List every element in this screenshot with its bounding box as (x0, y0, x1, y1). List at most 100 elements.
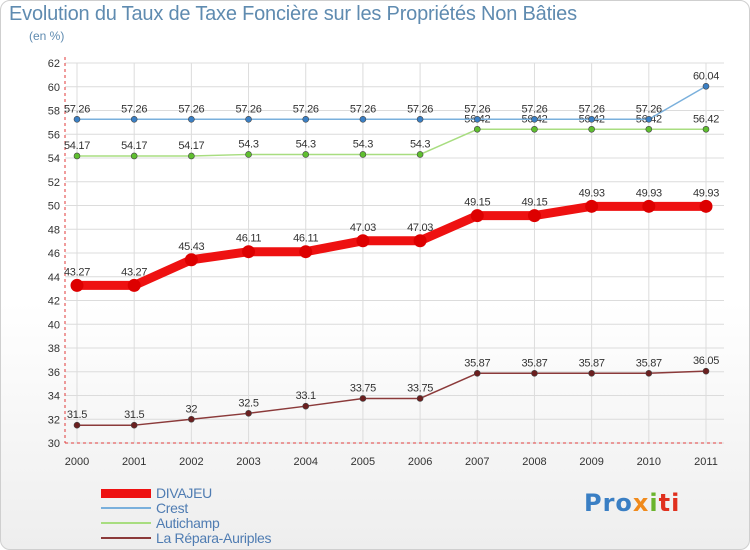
series-line-la-repara-auriples (77, 370, 707, 426)
y-tick-label-30: 30 (48, 438, 60, 450)
data-point-divajeu-2002 (184, 253, 198, 267)
data-label-crest-2006: 57.26 (407, 103, 433, 115)
data-point-autichamp-2002 (188, 152, 195, 160)
data-point-crest-2008 (531, 115, 538, 123)
data-point-divajeu-2010 (642, 199, 656, 213)
data-label-autichamp-2002: 54.17 (178, 140, 204, 152)
data-point-la-repara-auriples-2009 (588, 369, 595, 377)
data-point-la-repara-auriples-2010 (645, 369, 653, 377)
data-label-autichamp-2006: 54.3 (410, 138, 430, 150)
data-label-crest-2004: 57.26 (293, 103, 319, 115)
y-tick-label-56: 56 (48, 129, 60, 141)
data-point-crest-2007 (473, 115, 481, 123)
data-label-la-repara-auriples-2000: 31.5 (67, 409, 87, 421)
data-label-crest-2003: 57.26 (236, 103, 262, 115)
legend-swatch-divajeu (101, 489, 151, 498)
x-tick-label-2009: 2009 (579, 456, 603, 468)
series-line-crest (77, 85, 707, 121)
data-label-la-repara-auriples-2008: 35.87 (521, 357, 547, 369)
data-point-la-repara-auriples-2008 (531, 369, 538, 377)
data-point-autichamp-2007 (473, 125, 481, 133)
legend-label-autichamp: Autichamp (156, 515, 220, 531)
data-label-la-repara-auriples-2011: 36.05 (693, 355, 719, 367)
data-label-la-repara-auriples-2004: 33.1 (296, 390, 316, 402)
data-label-crest-2000: 57.26 (64, 103, 90, 115)
x-tick-label-2010: 2010 (637, 456, 661, 468)
y-tick-label-44: 44 (48, 272, 60, 284)
data-point-la-repara-auriples-2011 (702, 367, 710, 375)
data-point-la-repara-auriples-2003 (245, 410, 252, 417)
data-point-divajeu-2001 (127, 278, 141, 292)
data-label-crest-2010: 57.26 (636, 103, 662, 115)
data-point-autichamp-2004 (302, 151, 310, 158)
x-tick-label-2008: 2008 (522, 456, 546, 468)
data-label-divajeu-2009: 49.93 (579, 187, 605, 199)
legend-swatch-crest (101, 507, 151, 509)
y-tick-label-58: 58 (48, 106, 60, 118)
series-line-autichamp (77, 128, 706, 157)
y-tick-label-42: 42 (48, 296, 60, 308)
data-label-la-repara-auriples-2010: 35.87 (636, 357, 662, 369)
legend-label-la-repara-auriples: La Répara-Auriples (156, 530, 272, 546)
data-point-la-repara-auriples-2002 (188, 415, 195, 423)
data-label-la-repara-auriples-2001: 31.5 (124, 409, 144, 421)
data-point-la-repara-auriples-2000 (73, 421, 81, 429)
data-label-autichamp-2003: 54.3 (238, 138, 258, 150)
x-tick-label-2000: 2000 (65, 456, 89, 468)
y-tick-label-36: 36 (48, 367, 60, 379)
data-point-divajeu-2009 (585, 199, 599, 213)
data-label-autichamp-2005: 54.3 (353, 138, 373, 150)
data-label-divajeu-2008: 49.15 (521, 197, 547, 209)
data-point-la-repara-auriples-2007 (473, 369, 481, 377)
y-tick-label-54: 54 (48, 153, 60, 165)
y-tick-label-40: 40 (48, 319, 60, 331)
data-label-la-repara-auriples-2005: 33.75 (350, 382, 376, 394)
data-label-la-repara-auriples-2009: 35.87 (579, 357, 605, 369)
y-tick-label-62: 62 (48, 58, 60, 70)
chart-subtitle: (en %) (29, 29, 65, 43)
legend-label-divajeu: DIVAJEU (156, 485, 212, 501)
data-point-crest-2010 (645, 115, 653, 123)
data-label-autichamp-2001: 54.17 (121, 140, 147, 152)
data-label-divajeu-2003: 46.11 (236, 233, 261, 245)
data-point-divajeu-2004 (299, 245, 313, 259)
data-point-divajeu-2008 (527, 209, 541, 223)
x-tick-label-2011: 2011 (694, 456, 718, 468)
data-point-crest-2004 (302, 115, 310, 123)
data-point-crest-2009 (588, 115, 595, 123)
proxiti-logo: Proxiti (584, 489, 681, 517)
data-point-crest-2002 (188, 115, 195, 123)
y-tick-label-32: 32 (48, 414, 60, 426)
data-label-crest-2002: 57.26 (178, 103, 204, 115)
x-tick-label-2003: 2003 (236, 456, 260, 468)
data-label-divajeu-2010: 49.93 (636, 187, 662, 199)
x-tick-label-2001: 2001 (122, 456, 146, 468)
data-label-divajeu-2001: 43.27 (121, 266, 147, 278)
legend-label-crest: Crest (156, 500, 188, 516)
y-tick-label-50: 50 (48, 201, 60, 213)
data-label-la-repara-auriples-2006: 33.75 (407, 382, 433, 394)
chart-title: Evolution du Taux de Taxe Foncière sur l… (9, 3, 577, 25)
data-point-divajeu-2005 (356, 234, 370, 248)
data-point-divajeu-2007 (470, 209, 484, 223)
data-point-la-repara-auriples-2001 (130, 421, 138, 429)
data-label-crest-2008: 57.26 (521, 103, 547, 115)
data-label-divajeu-2002: 45.43 (178, 241, 204, 253)
data-label-la-repara-auriples-2007: 35.87 (464, 357, 490, 369)
x-tick-label-2006: 2006 (408, 456, 432, 468)
data-point-crest-2003 (245, 115, 252, 123)
data-label-la-repara-auriples-2002: 32 (186, 403, 198, 415)
y-tick-label-52: 52 (48, 177, 60, 189)
data-label-autichamp-2011: 56.42 (693, 113, 719, 125)
data-point-crest-2011 (702, 82, 710, 90)
y-tick-label-60: 60 (48, 82, 60, 94)
data-label-autichamp-2000: 54.17 (64, 140, 90, 152)
y-tick-label-46: 46 (48, 248, 60, 260)
data-label-crest-2009: 57.26 (579, 103, 605, 115)
data-point-divajeu-2011 (699, 199, 713, 213)
data-point-autichamp-2000 (73, 152, 81, 160)
data-label-divajeu-2000: 43.27 (64, 266, 90, 278)
data-label-crest-2001: 57.26 (121, 103, 147, 115)
